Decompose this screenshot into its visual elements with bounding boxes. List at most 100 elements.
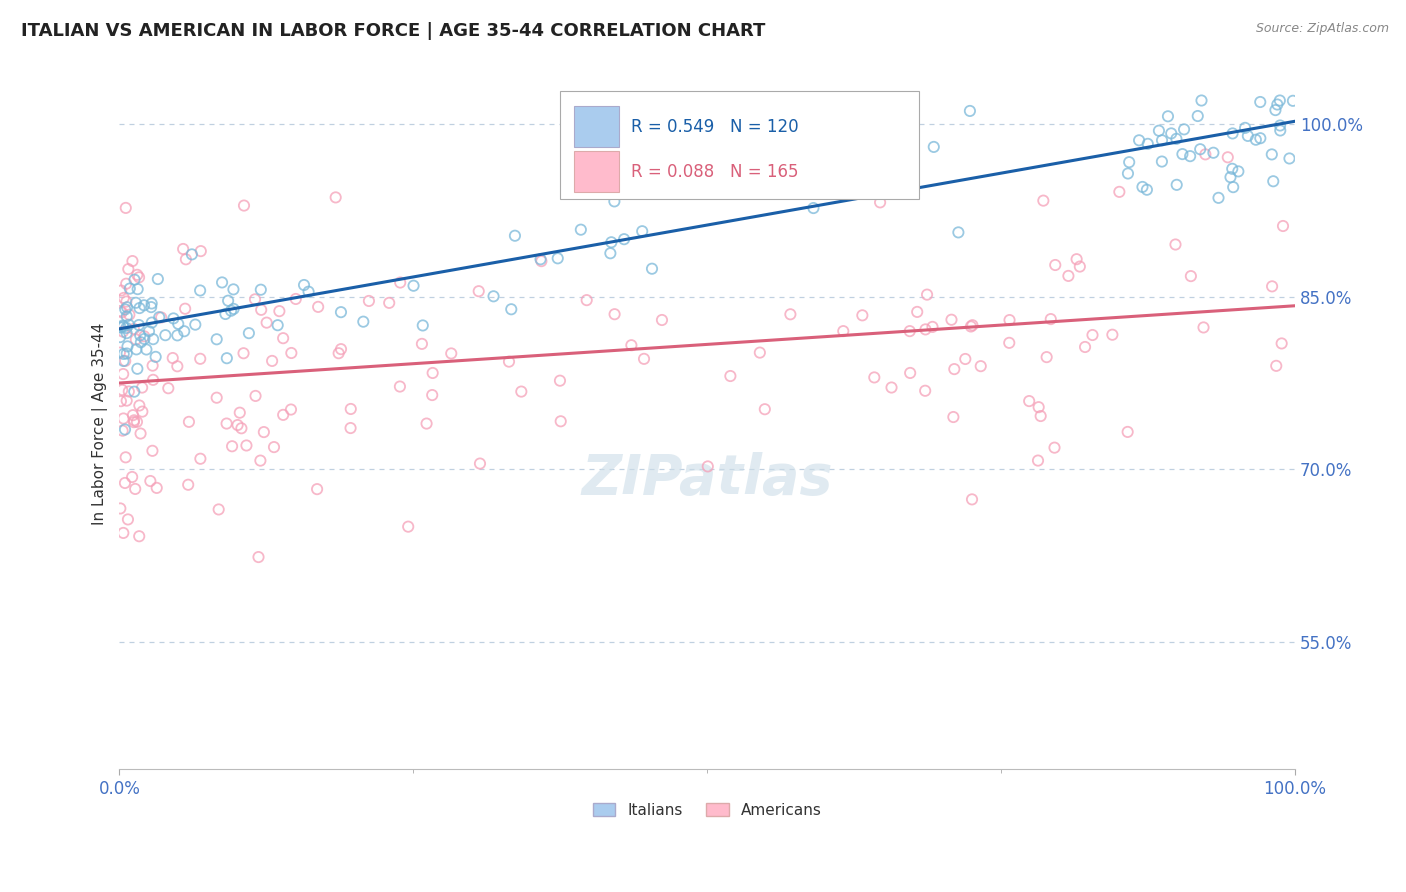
Point	[1116, 166, 1139, 180]
Point	[108, 345, 131, 359]
Point	[235, 438, 257, 452]
Point	[1035, 350, 1057, 364]
Point	[110, 320, 132, 334]
Point	[325, 190, 347, 204]
Point	[249, 283, 271, 297]
Point	[112, 525, 135, 540]
Point	[280, 402, 302, 417]
Point	[114, 201, 136, 215]
Point	[1074, 340, 1097, 354]
Point	[142, 332, 165, 346]
Point	[138, 324, 160, 338]
Point	[114, 302, 136, 317]
Point	[411, 337, 433, 351]
Point	[1268, 119, 1291, 133]
Point	[205, 391, 228, 405]
Point	[651, 313, 673, 327]
Point	[125, 343, 148, 357]
Point	[115, 310, 138, 324]
Point	[1039, 312, 1062, 326]
Point	[222, 301, 245, 316]
Point	[1166, 132, 1188, 146]
Point	[226, 418, 249, 433]
Point	[217, 293, 239, 308]
Point	[1043, 441, 1066, 455]
Point	[307, 300, 329, 314]
Point	[243, 293, 266, 307]
Point	[155, 328, 177, 343]
Point	[1057, 268, 1080, 283]
Point	[1219, 170, 1241, 185]
Point	[762, 183, 785, 197]
Point	[603, 194, 626, 209]
Point	[215, 351, 238, 366]
Point	[1192, 320, 1215, 334]
Point	[550, 414, 572, 428]
Point	[111, 383, 134, 397]
Point	[233, 198, 256, 212]
Point	[121, 470, 143, 484]
Point	[232, 346, 254, 360]
Point	[256, 316, 278, 330]
Point	[118, 308, 141, 322]
Point	[880, 380, 903, 394]
Point	[142, 373, 165, 387]
Legend: Italians, Americans: Italians, Americans	[586, 797, 828, 824]
Point	[1220, 161, 1243, 176]
Point	[122, 384, 145, 399]
Point	[115, 393, 138, 408]
Point	[112, 319, 135, 334]
Point	[142, 359, 165, 373]
Point	[128, 318, 150, 332]
FancyBboxPatch shape	[575, 106, 619, 146]
Point	[124, 273, 146, 287]
Point	[128, 270, 150, 285]
Point	[1249, 131, 1271, 145]
Point	[135, 343, 157, 357]
Point	[1108, 185, 1130, 199]
Point	[134, 329, 156, 343]
Point	[569, 222, 592, 236]
Point	[1028, 400, 1050, 414]
Point	[633, 351, 655, 366]
Point	[631, 224, 654, 238]
Point	[803, 201, 825, 215]
Point	[174, 301, 197, 316]
Point	[1282, 94, 1305, 108]
Point	[696, 459, 718, 474]
Point	[1264, 103, 1286, 117]
Point	[122, 408, 145, 422]
Point	[754, 402, 776, 417]
Point	[1178, 149, 1201, 163]
Point	[112, 367, 135, 381]
Point	[122, 413, 145, 427]
Point	[111, 305, 134, 319]
Point	[188, 351, 211, 366]
Point	[357, 293, 380, 308]
Point	[297, 285, 319, 299]
Point	[174, 252, 197, 267]
Point	[1029, 409, 1052, 423]
Point	[529, 252, 551, 267]
Point	[440, 346, 463, 360]
Point	[141, 316, 163, 330]
Point	[1045, 258, 1067, 272]
Point	[1026, 453, 1049, 467]
Point	[1136, 136, 1159, 151]
Point	[863, 370, 886, 384]
Point	[641, 261, 664, 276]
Point	[1268, 94, 1291, 108]
Point	[600, 235, 623, 250]
Point	[1208, 191, 1230, 205]
Text: ITALIAN VS AMERICAN IN LABOR FORCE | AGE 35-44 CORRELATION CHART: ITALIAN VS AMERICAN IN LABOR FORCE | AGE…	[21, 22, 765, 40]
Point	[177, 415, 200, 429]
Point	[482, 289, 505, 303]
Point	[1147, 124, 1170, 138]
Point	[211, 276, 233, 290]
Point	[1118, 155, 1140, 169]
Point	[970, 359, 993, 373]
Point	[117, 262, 139, 277]
Point	[1265, 97, 1288, 112]
Point	[307, 482, 329, 496]
Point	[118, 318, 141, 332]
